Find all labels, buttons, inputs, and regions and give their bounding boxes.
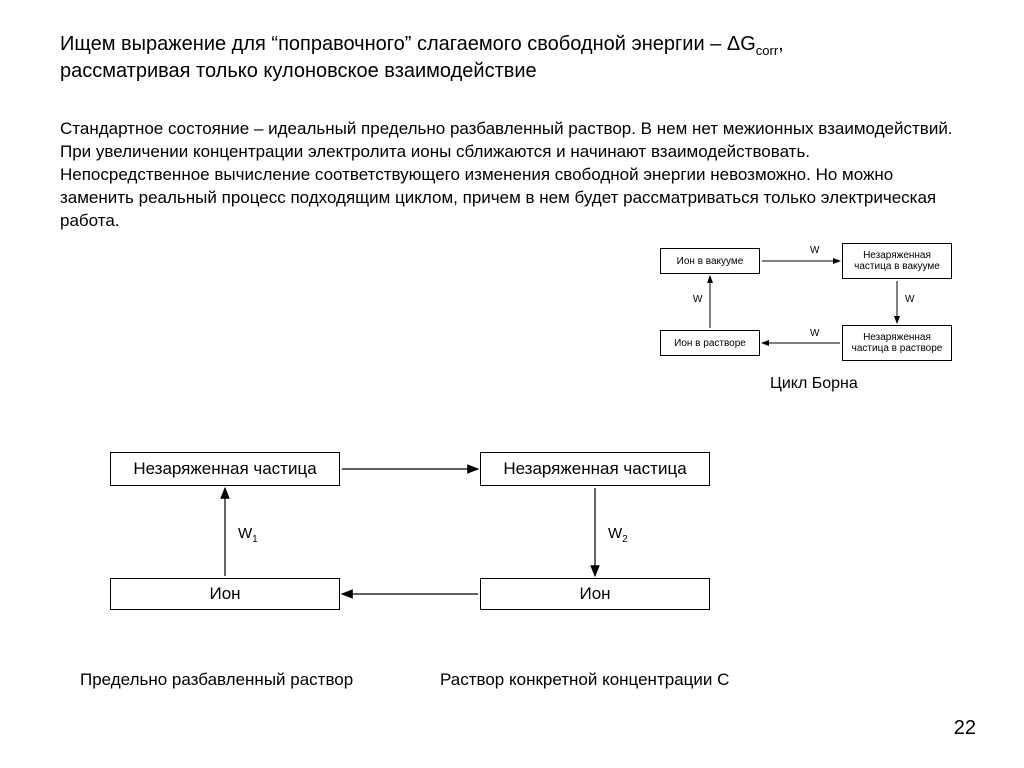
main-node-br-label: Ион xyxy=(579,584,610,604)
main-edge-right-sub: 2 xyxy=(622,534,628,545)
main-node-tr-label: Незаряженная частица xyxy=(503,459,686,479)
main-edge-left-sub: 1 xyxy=(252,534,258,545)
main-node-tl: Незаряженная частица xyxy=(110,452,340,486)
page-number: 22 xyxy=(954,717,976,740)
main-node-bl: Ион xyxy=(110,578,340,610)
main-cycle-arrows xyxy=(0,0,1024,768)
main-node-tl-label: Незаряженная частица xyxy=(133,459,316,479)
main-edge-right-label: W2 xyxy=(608,525,628,545)
main-edge-right-prefix: W xyxy=(608,525,622,542)
main-edge-left-label: W1 xyxy=(238,525,258,545)
main-edge-left-prefix: W xyxy=(238,525,252,542)
main-node-br: Ион xyxy=(480,578,710,610)
footer-left: Предельно разбавленный раствор xyxy=(80,670,353,690)
main-node-tr: Незаряженная частица xyxy=(480,452,710,486)
main-node-bl-label: Ион xyxy=(209,584,240,604)
footer-right: Раствор конкретной концентрации C xyxy=(440,670,729,690)
